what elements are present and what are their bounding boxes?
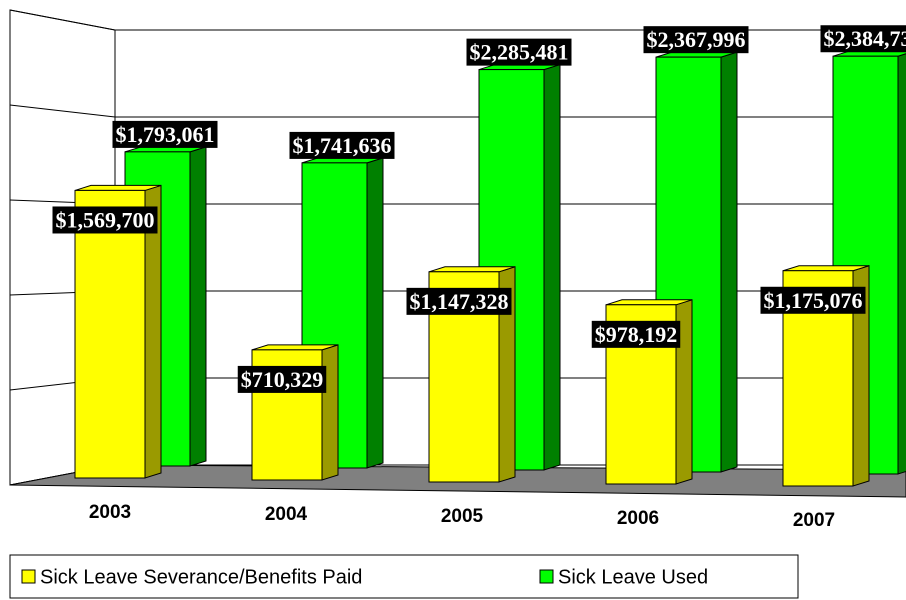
value-label-group: $2,384,732 <box>820 25 906 53</box>
legend-swatch <box>21 569 36 584</box>
value-label: $978,192 <box>595 322 678 347</box>
value-label-box <box>289 131 395 159</box>
value-label-box <box>406 287 512 315</box>
x-tick-label: 2004 <box>265 504 308 525</box>
bar-side <box>543 63 561 471</box>
value-label: $2,367,996 <box>647 27 746 52</box>
value-label-group: $2,285,481 <box>466 38 572 66</box>
value-label: $1,147,328 <box>410 289 509 314</box>
x-tick-label: 2005 <box>441 506 484 527</box>
value-label: $1,793,061 <box>116 122 215 147</box>
value-label-box <box>237 365 327 393</box>
value-label-group: $1,793,061 <box>112 120 218 148</box>
x-tick-label: 2006 <box>617 508 659 529</box>
bar-side <box>321 344 339 481</box>
x-tick-label: 2003 <box>89 502 131 523</box>
grid-line <box>9 104 116 118</box>
bar-top <box>428 266 516 273</box>
value-label: $2,285,481 <box>470 40 569 65</box>
value-label: $1,569,700 <box>56 207 155 232</box>
value-label-box <box>112 120 218 148</box>
value-label-box <box>591 320 681 348</box>
legend-swatch <box>539 569 554 584</box>
grid-line <box>9 9 116 31</box>
legend-box <box>9 554 799 599</box>
bar-side <box>189 146 207 467</box>
legend-label: Sick Leave Severance/Benefits Paid <box>40 566 362 588</box>
bar-top <box>74 184 162 191</box>
legend-label: Sick Leave Used <box>558 566 708 588</box>
bar-side <box>897 53 906 475</box>
value-label-box <box>466 38 572 66</box>
bar-side <box>720 51 738 473</box>
value-label-box <box>760 286 866 314</box>
value-label-box <box>820 25 906 53</box>
value-label-group: $1,147,328 <box>406 287 512 315</box>
bar <box>74 189 146 479</box>
value-label: $1,741,636 <box>293 133 392 158</box>
value-label: $2,384,732 <box>824 26 906 51</box>
value-label-group: $978,192 <box>591 320 681 348</box>
bar-top <box>782 265 870 272</box>
bar-top <box>605 299 693 306</box>
value-label-group: $1,569,700 <box>52 206 158 234</box>
value-label-group: $1,175,076 <box>760 286 866 314</box>
value-label-group: $2,367,996 <box>643 26 749 54</box>
bar-top <box>251 344 339 351</box>
value-label-box <box>52 206 158 234</box>
value-label-box <box>643 26 749 54</box>
value-label: $710,329 <box>241 367 324 392</box>
x-tick-label: 2007 <box>793 510 835 531</box>
value-label: $1,175,076 <box>764 288 863 313</box>
bar-side <box>366 157 384 469</box>
value-label-group: $1,741,636 <box>289 131 395 159</box>
value-label-group: $710,329 <box>237 365 327 393</box>
